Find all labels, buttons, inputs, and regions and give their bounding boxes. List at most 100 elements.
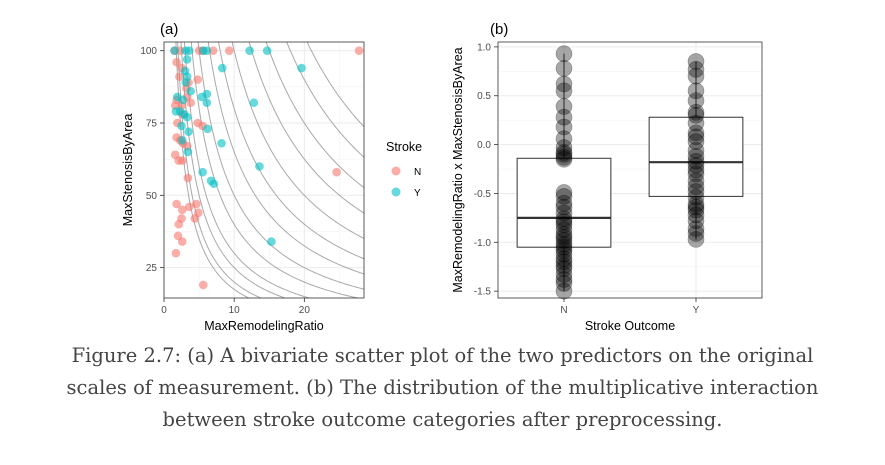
point-y <box>687 148 705 165</box>
point-y <box>245 46 254 55</box>
point-y <box>687 178 705 195</box>
contour-line <box>265 41 365 189</box>
point-n <box>555 144 573 161</box>
contour-line <box>231 41 365 239</box>
point-y <box>687 92 705 109</box>
point-n <box>555 148 573 166</box>
point-n <box>555 204 573 222</box>
panel-b-y-label: MaxRemodelingRatio x MaxStenosisByArea <box>451 47 465 292</box>
point-n <box>555 130 573 148</box>
point-y <box>177 136 187 145</box>
point-n <box>177 205 187 215</box>
point-y <box>184 127 193 136</box>
legend: Stroke N Y <box>386 140 422 199</box>
x-tick-label: 0 <box>161 305 167 316</box>
y-tick-label: 0.0 <box>477 140 491 151</box>
y-tick-label: 25 <box>146 263 158 274</box>
point-n <box>177 237 187 246</box>
point-y <box>297 63 306 73</box>
contour-line <box>248 41 365 214</box>
y-tick-label: -1.0 <box>474 238 492 249</box>
point-n <box>174 219 184 229</box>
point-n <box>555 250 573 268</box>
box-y <box>648 116 744 197</box>
legend-key-y <box>391 187 401 197</box>
panel-b-ticks: -1.5 -1.0 -0.5 0.0 0.5 1.0 N Y <box>474 42 700 316</box>
point-n <box>555 275 573 292</box>
y-tick-label: 100 <box>140 46 157 57</box>
panel-a-points <box>170 46 364 290</box>
point-y <box>687 206 705 224</box>
x-tick-label: 20 <box>299 305 311 316</box>
point-n <box>555 210 573 228</box>
point-n <box>555 146 573 163</box>
y-tick-label: 75 <box>146 118 158 129</box>
point-n <box>183 173 193 183</box>
panel-a-x-label: MaxRemodelingRatio <box>204 319 324 333</box>
point-n <box>177 156 187 165</box>
point-y <box>687 152 705 170</box>
contour-line <box>197 41 365 290</box>
point-y <box>202 46 212 55</box>
panel-a-border <box>163 41 365 299</box>
point-y <box>262 46 272 55</box>
legend-key-n <box>391 166 401 176</box>
point-n <box>191 199 201 209</box>
y-tick-label: -1.5 <box>474 287 492 298</box>
point-y <box>182 112 192 122</box>
point-y <box>203 124 212 134</box>
panel-b-x-label: Stroke Outcome <box>585 319 675 333</box>
point-y <box>687 161 705 179</box>
point-y <box>217 63 227 73</box>
contour-line <box>190 41 358 299</box>
point-y <box>255 162 264 171</box>
point-y <box>170 46 179 55</box>
contour-line <box>180 41 286 299</box>
point-n <box>175 72 184 82</box>
point-n <box>184 202 194 212</box>
point-y <box>202 98 212 108</box>
point-n <box>555 194 573 212</box>
legend-title: Stroke <box>386 140 422 154</box>
panel-a-ticks: 0 10 20 25 50 75 100 <box>140 46 310 316</box>
contour-line <box>207 41 365 275</box>
point-n <box>555 98 573 115</box>
panel-a: (a) 0 10 20 25 50 75 100 MaxRemodelingRatio Ma… <box>121 21 365 333</box>
point-n <box>555 266 573 283</box>
panel-b: (b) -1.5 -1.0 -0.5 0.0 0.5 1.0 N Y Stroke Outco… <box>451 21 763 333</box>
point-n <box>555 188 573 205</box>
caption-line-2: scales of measurement. (b) The distribut… <box>66 376 819 399</box>
point-y <box>186 86 195 96</box>
point-y <box>687 225 705 242</box>
contour-line <box>306 41 365 128</box>
point-y <box>687 172 705 190</box>
point-n <box>555 213 573 231</box>
x-tick-label: Y <box>693 305 700 316</box>
point-y <box>687 231 705 248</box>
point-y <box>249 98 259 108</box>
point-n <box>224 46 234 55</box>
point-y <box>209 179 219 189</box>
point-y <box>687 104 705 121</box>
point-y <box>687 195 705 213</box>
point-y <box>687 133 705 150</box>
panel-b-boxes <box>516 53 744 292</box>
point-y <box>217 138 226 148</box>
point-y <box>687 201 705 219</box>
point-y <box>687 82 705 100</box>
point-y <box>687 142 705 159</box>
point-y <box>687 61 705 78</box>
point-n <box>193 75 202 84</box>
point-n <box>172 199 181 209</box>
point-y <box>183 147 193 157</box>
point-y <box>182 55 192 64</box>
point-y <box>687 189 705 206</box>
panel-b-points <box>555 45 705 300</box>
point-n <box>555 238 573 256</box>
contour-line <box>218 41 365 260</box>
contour-line <box>286 41 365 158</box>
point-n <box>555 139 573 156</box>
point-n <box>354 46 364 55</box>
point-y <box>687 67 705 85</box>
point-n <box>186 98 195 108</box>
